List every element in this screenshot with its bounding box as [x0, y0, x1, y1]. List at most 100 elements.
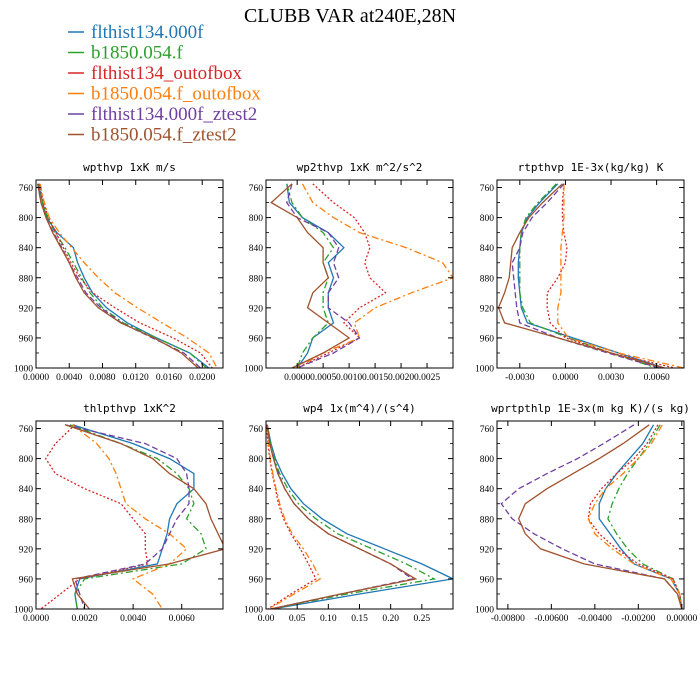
series-line [69, 424, 207, 609]
legend-label: b1850.054.f [91, 43, 184, 64]
legend-item: flthist134_outofbox [68, 63, 242, 84]
plot-frame [265, 179, 454, 369]
x-tick-label: 0.00 [258, 614, 275, 624]
plot-frame [35, 420, 224, 610]
y-tick-label: 840 [19, 485, 34, 495]
series-line [517, 183, 665, 368]
y-tick-label: 800 [480, 455, 495, 465]
panel-title: rtpthvp 1E-3x(kg/kg) K [518, 161, 664, 174]
y-tick-label: 960 [249, 334, 264, 344]
series-line [37, 183, 202, 368]
series-line [72, 424, 195, 609]
series-line [500, 424, 683, 609]
y-tick-label: 800 [19, 214, 34, 224]
panel-2: wp2thvp 1xK m^2/s^2 760 800 840 880 920 960 100… [244, 161, 454, 383]
y-tick-label: 960 [480, 334, 495, 344]
y-tick-label: 920 [480, 545, 495, 555]
x-tick-label: 0.0060 [169, 614, 195, 624]
y-tick-label: 760 [480, 425, 495, 435]
y-tick-label: 920 [19, 304, 34, 314]
series-line [266, 424, 437, 609]
plot-frame [496, 420, 685, 610]
x-tick-label: 0.00000 [666, 614, 697, 624]
x-tick-label: 0.0000 [284, 373, 310, 383]
y-tick-label: 1000 [475, 606, 494, 616]
series-line [511, 183, 660, 368]
y-tick-label: 920 [249, 304, 264, 314]
series-line [296, 183, 387, 368]
x-tick-label: 0.0020 [72, 614, 98, 624]
x-tick-label: 0.0000 [23, 373, 49, 383]
series-line [266, 424, 453, 609]
y-tick-label: 960 [19, 334, 34, 344]
legend-label: b1850.054.f_outofbox [91, 84, 261, 105]
legend-item: flthist134.000f_ztest2 [68, 104, 257, 125]
y-tick-label: 960 [19, 575, 34, 585]
series-line [64, 424, 190, 609]
x-tick-label: 0.0040 [56, 373, 82, 383]
figure-title: CLUBB VAR at240E,28N [244, 5, 456, 27]
x-tick-label: -0.0030 [505, 373, 535, 383]
x-tick-label: 0.0040 [120, 614, 146, 624]
legend-label: b1850.054.f_ztest2 [91, 125, 237, 146]
series-group [270, 183, 453, 368]
x-tick-label: 0.0000 [23, 614, 49, 624]
x-tick-label: 0.0000 [552, 373, 578, 383]
y-tick-label: 760 [480, 184, 495, 194]
panel-title: thlpthvp 1xK^2 [83, 402, 176, 415]
legend-label: flthist134.000f [91, 22, 204, 43]
series-line [587, 424, 683, 609]
y-tick-label: 800 [19, 455, 34, 465]
y-tick-label: 800 [249, 214, 264, 224]
series-line [40, 424, 149, 609]
y-tick-label: 1000 [475, 365, 494, 375]
x-tick-label: 0.0200 [189, 373, 215, 383]
series-line [266, 424, 415, 609]
y-tick-label: 840 [249, 485, 264, 495]
y-tick-label: 760 [19, 425, 34, 435]
panel-3: rtpthvp 1E-3x(kg/kg) K 760 800 840 880 920 960… [475, 161, 685, 383]
series-line [72, 424, 188, 609]
series-line [598, 424, 683, 609]
y-tick-label: 800 [480, 214, 495, 224]
series-group [266, 424, 453, 609]
x-tick-label: 0.10 [320, 614, 337, 624]
y-tick-label: 840 [480, 485, 495, 495]
panel-6: wprtpthlp 1E-3x(m kg K)/(s kg) 760 800 840 8… [475, 402, 698, 624]
x-tick-label: -0.00400 [578, 614, 612, 624]
panel-title: wp4 1x(m^4)/(s^4) [303, 402, 416, 415]
x-tick-label: 0.0010 [336, 373, 362, 383]
x-tick-label: 0.0025 [414, 373, 440, 383]
series-line [497, 183, 665, 368]
y-tick-label: 1000 [14, 606, 33, 616]
x-tick-label: 0.0015 [362, 373, 388, 383]
legend-item: b1850.054.f [68, 43, 184, 64]
y-tick-label: 1000 [244, 606, 263, 616]
y-tick-label: 880 [249, 274, 264, 284]
y-tick-label: 880 [19, 515, 34, 525]
y-tick-label: 760 [249, 184, 264, 194]
series-line [517, 424, 683, 609]
series-line [37, 183, 207, 368]
y-tick-label: 760 [19, 184, 34, 194]
x-tick-label: 0.0120 [123, 373, 149, 383]
series-line [519, 183, 657, 368]
y-tick-label: 920 [19, 545, 34, 555]
legend-label: flthist134_outofbox [91, 63, 242, 84]
legend-item: b1850.054.f_outofbox [68, 84, 261, 105]
x-tick-label: 0.20 [382, 614, 399, 624]
x-tick-label: 0.0160 [156, 373, 182, 383]
series-line [557, 183, 684, 368]
panel-1: wpthvp 1xK m/s76080084088092096010000.00… [14, 161, 224, 383]
x-tick-label: -0.00600 [534, 614, 568, 624]
y-tick-label: 1000 [244, 365, 263, 375]
series-line [546, 183, 676, 368]
x-tick-label: -0.00800 [491, 614, 525, 624]
series-line [296, 183, 453, 368]
series-line [587, 424, 683, 609]
x-tick-label: 0.0030 [598, 373, 624, 383]
plot-frame [35, 179, 224, 369]
x-tick-label: 0.25 [414, 614, 431, 624]
panel-title: wprtpthlp 1E-3x(m kg K)/(s kg) [491, 402, 690, 415]
